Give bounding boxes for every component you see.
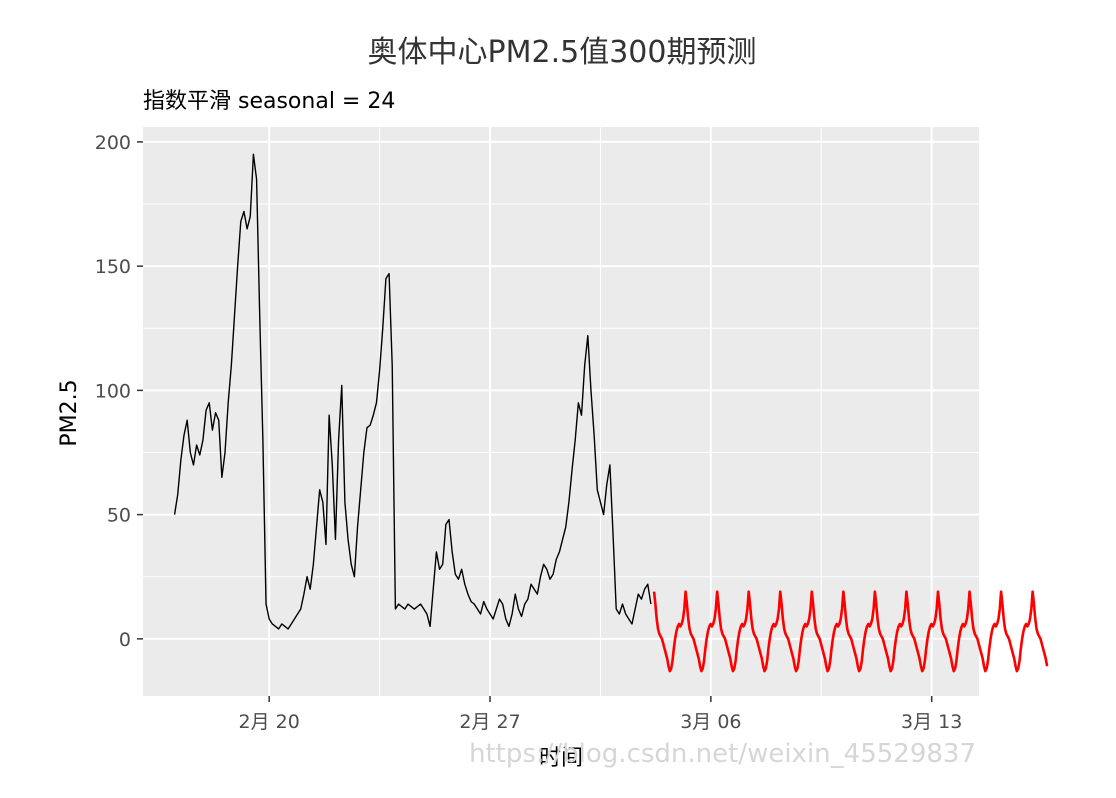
x-tick-label: 2月 27: [459, 711, 520, 733]
y-tick-label: 100: [95, 380, 131, 402]
x-tick-label: 2月 20: [239, 711, 300, 733]
x-axis-label: 时间: [539, 746, 583, 771]
y-tick-label: 0: [119, 629, 131, 651]
axis-ticks: 0 50 100 150 200 2月 20 2月 27 3月 06 3月 13: [95, 132, 963, 733]
x-tick-label: 3月 06: [680, 711, 741, 733]
watermark-text: https://blog.csdn.net/weixin_45529837: [469, 739, 976, 769]
plot-panel: [143, 127, 979, 696]
y-axis-label: PM2.5: [57, 379, 82, 446]
y-tick-label: 200: [95, 132, 131, 154]
grid-major: [143, 127, 979, 696]
series-layer: [173, 153, 1049, 673]
grid-minor: [143, 127, 979, 696]
y-tick-label: 50: [107, 505, 131, 527]
y-tick-label: 150: [95, 256, 131, 278]
x-tick-label: 3月 13: [901, 711, 962, 733]
chart-subtitle: 指数平滑 seasonal = 24: [143, 89, 395, 114]
chart-title: 奥体中心PM2.5值300期预测: [368, 35, 757, 70]
series-observed-line: [173, 153, 652, 630]
series-forecast-line: [652, 590, 1049, 673]
